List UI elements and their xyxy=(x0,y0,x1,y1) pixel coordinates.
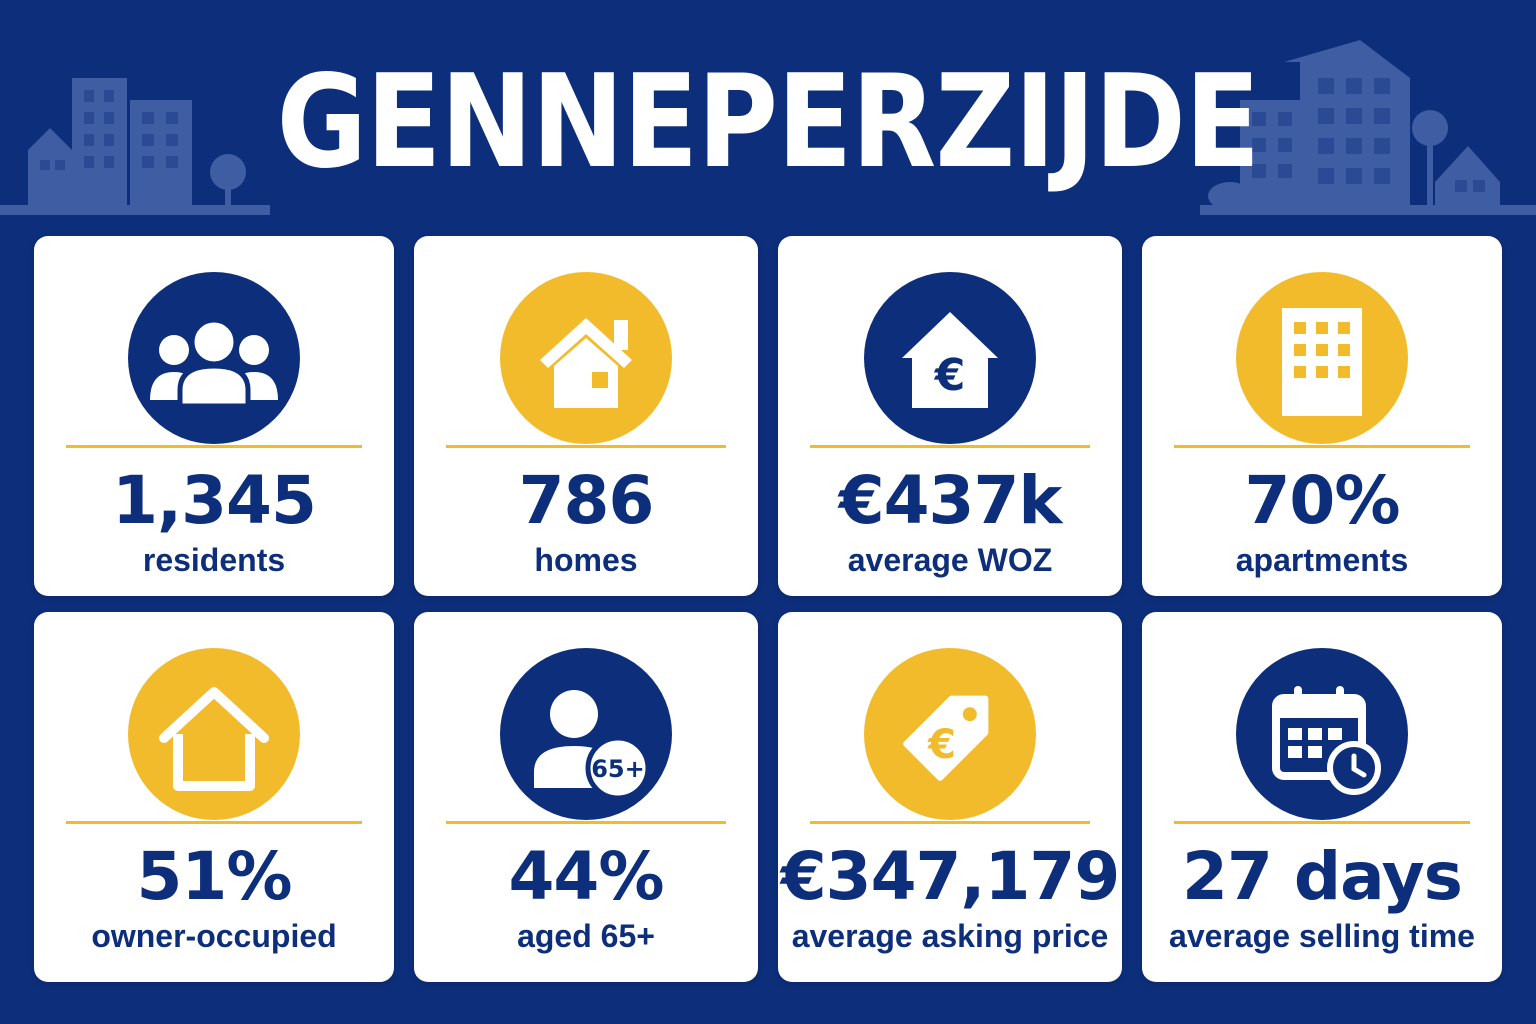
stat-value: 44% xyxy=(508,838,665,915)
price-tag-euro-icon: € xyxy=(864,648,1036,820)
divider xyxy=(446,445,726,448)
house-euro-icon: € xyxy=(864,272,1036,444)
stat-value: €437k xyxy=(838,462,1063,539)
stat-value: 786 xyxy=(518,462,655,539)
divider xyxy=(66,445,362,448)
stat-value: 27 days xyxy=(1182,838,1463,915)
divider xyxy=(810,821,1090,824)
stat-label: aged 65+ xyxy=(517,918,655,954)
divider xyxy=(810,445,1090,448)
person-65plus-icon: 65+ xyxy=(500,648,672,820)
skyline-right-illustration xyxy=(1200,40,1536,215)
stat-label: apartments xyxy=(1235,542,1409,578)
house-icon xyxy=(500,272,672,444)
svg-text:€: € xyxy=(934,350,966,401)
stat-label: average WOZ xyxy=(847,542,1053,578)
apartment-building-icon xyxy=(1236,272,1408,444)
stat-label: owner-occupied xyxy=(91,918,337,954)
stat-label: average selling time xyxy=(1169,918,1475,954)
calendar-clock-icon xyxy=(1236,648,1408,820)
stat-value: €347,179 xyxy=(780,838,1121,915)
stat-label: homes xyxy=(534,542,638,578)
age-badge: 65+ xyxy=(591,755,645,783)
stat-label: average asking price xyxy=(791,918,1109,954)
stat-card-average-woz: € €437k average WOZ xyxy=(778,236,1122,596)
stat-card-aged-65-plus: 65+ 44% aged 65+ xyxy=(414,612,758,982)
house-check-icon xyxy=(128,648,300,820)
divider xyxy=(1174,445,1470,448)
stat-card-owner-occupied: 51% owner-occupied xyxy=(34,612,394,982)
stat-value: 51% xyxy=(136,838,293,915)
stat-card-average-asking-price: € €347,179 average asking price xyxy=(778,612,1122,982)
skyline-left-illustration xyxy=(0,78,270,215)
stat-card-residents: 1,345 residents xyxy=(34,236,394,596)
divider xyxy=(66,821,362,824)
svg-text:€: € xyxy=(927,722,956,768)
divider xyxy=(1174,821,1470,824)
stat-card-homes: 786 homes xyxy=(414,236,758,596)
stat-card-average-selling-time: 27 days average selling time xyxy=(1142,612,1502,982)
stat-card-apartments: 70% apartments xyxy=(1142,236,1502,596)
stat-value: 70% xyxy=(1244,462,1401,539)
stat-value: 1,345 xyxy=(112,462,317,539)
divider xyxy=(446,821,726,824)
stat-label: residents xyxy=(142,542,286,578)
people-icon xyxy=(128,272,300,444)
page-title: GENNEPERZIJDE xyxy=(276,48,1261,197)
